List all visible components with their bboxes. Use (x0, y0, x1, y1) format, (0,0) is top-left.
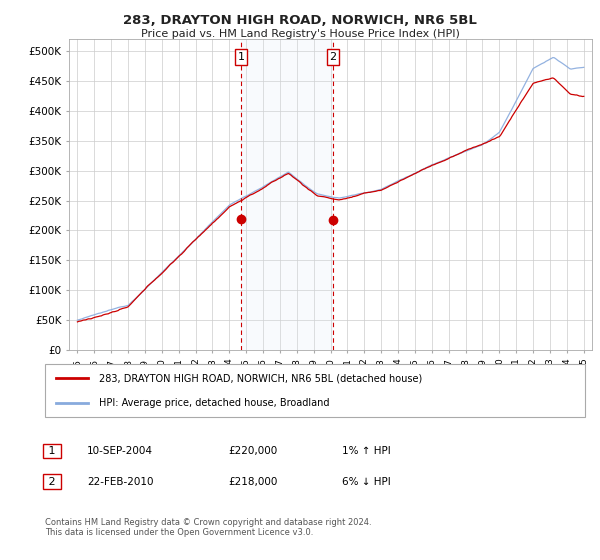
Text: £218,000: £218,000 (228, 477, 277, 487)
Text: Contains HM Land Registry data © Crown copyright and database right 2024.
This d: Contains HM Land Registry data © Crown c… (45, 518, 371, 538)
Text: 2: 2 (329, 52, 337, 62)
Text: 283, DRAYTON HIGH ROAD, NORWICH, NR6 5BL (detached house): 283, DRAYTON HIGH ROAD, NORWICH, NR6 5BL… (99, 374, 422, 384)
Text: 1% ↑ HPI: 1% ↑ HPI (342, 446, 391, 456)
Text: 10-SEP-2004: 10-SEP-2004 (87, 446, 153, 456)
Text: 2: 2 (45, 477, 59, 487)
Text: 1: 1 (45, 446, 59, 456)
Text: 1: 1 (238, 52, 244, 62)
Bar (241, 39, 333, 350)
Text: 6% ↓ HPI: 6% ↓ HPI (342, 477, 391, 487)
Text: £220,000: £220,000 (228, 446, 277, 456)
Text: 22-FEB-2010: 22-FEB-2010 (87, 477, 154, 487)
Text: 283, DRAYTON HIGH ROAD, NORWICH, NR6 5BL: 283, DRAYTON HIGH ROAD, NORWICH, NR6 5BL (123, 14, 477, 27)
Text: HPI: Average price, detached house, Broadland: HPI: Average price, detached house, Broa… (99, 398, 329, 408)
Text: Price paid vs. HM Land Registry's House Price Index (HPI): Price paid vs. HM Land Registry's House … (140, 29, 460, 39)
